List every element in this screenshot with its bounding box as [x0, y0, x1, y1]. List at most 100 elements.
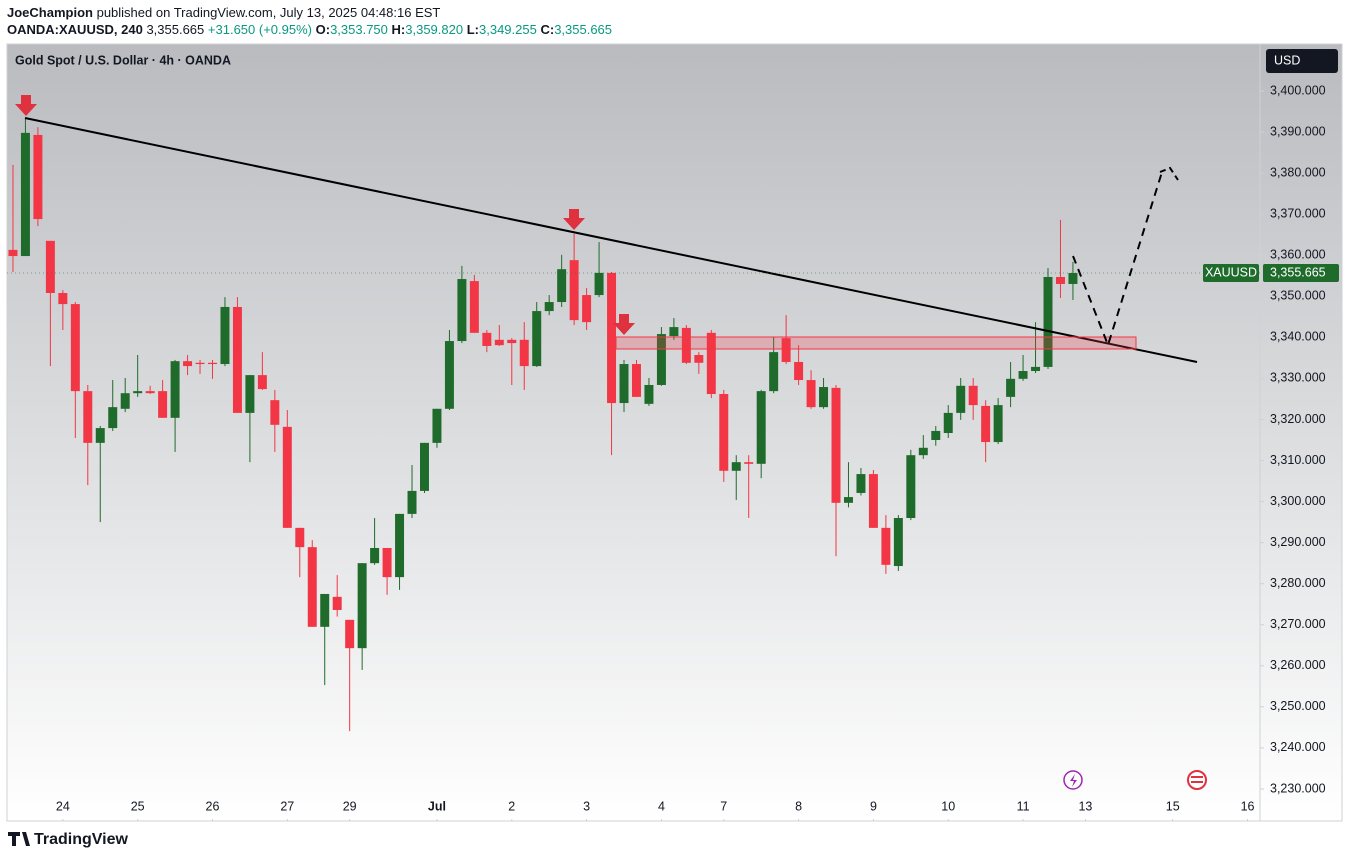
candle-body	[407, 490, 417, 514]
candle-body	[120, 393, 130, 409]
ohlc-label: L:	[466, 22, 479, 37]
candle-body	[893, 518, 903, 567]
y-tick-label: 3,360.000	[1270, 248, 1326, 262]
candle-body	[582, 295, 592, 323]
candle-body	[669, 327, 679, 337]
candle-body	[133, 391, 143, 394]
candle-body	[295, 527, 305, 548]
y-tick-label: 3,340.000	[1270, 330, 1326, 344]
arrow	[613, 314, 635, 335]
candle-body	[58, 293, 68, 305]
footer	[0, 826, 1349, 858]
candle-body	[968, 385, 978, 406]
symbol-label-box	[1203, 264, 1259, 283]
candle-body	[943, 412, 953, 434]
candle-body	[993, 405, 1003, 443]
candle-body	[444, 341, 454, 409]
arrow	[563, 209, 585, 230]
candle-body	[719, 394, 729, 471]
x-tick-label: 24	[56, 799, 70, 813]
candle-body	[420, 442, 429, 491]
flag-icon[interactable]	[1187, 770, 1207, 790]
x-tick-label: 2	[508, 799, 515, 813]
ohlc-value: 3,349.255	[479, 22, 537, 37]
candle-body	[931, 430, 941, 440]
candle-body	[145, 391, 155, 394]
candle-body	[270, 400, 280, 425]
currency-box	[1266, 49, 1338, 73]
candle-body	[1031, 366, 1041, 372]
ohlc-value: 3,353.750	[330, 22, 388, 37]
candle-body	[656, 334, 666, 385]
x-tick-label: 15	[1166, 799, 1180, 813]
y-tick-label: 3,240.000	[1270, 740, 1326, 754]
change: +31.650 (+0.95%)	[207, 22, 312, 37]
candle-body	[232, 306, 242, 413]
candle-body	[731, 462, 741, 471]
ohlc-label: C:	[540, 22, 555, 37]
candle-body	[457, 279, 467, 342]
y-tick-label: 3,250.000	[1270, 699, 1326, 713]
x-tick-label: 26	[206, 799, 220, 813]
candle-body	[806, 380, 816, 408]
publish-line: JoeChampion published on TradingView.com…	[7, 5, 440, 20]
y-tick-label: 3,390.000	[1270, 124, 1326, 138]
x-tick-label: 27	[280, 799, 294, 813]
candle-body	[557, 269, 567, 303]
candle-body	[1006, 378, 1016, 397]
event-icon[interactable]	[1063, 770, 1083, 790]
candle-body	[744, 462, 754, 464]
y-tick-label: 3,320.000	[1270, 412, 1326, 426]
x-tick-label: 11	[1017, 799, 1030, 813]
candle-body	[706, 332, 716, 395]
x-tick-label: 29	[343, 799, 357, 813]
candle-body	[1055, 276, 1065, 284]
currency: USD	[1274, 53, 1300, 67]
projection	[1072, 171, 1163, 349]
candle-body	[432, 408, 442, 443]
y-tick-label: 3,270.000	[1270, 617, 1326, 631]
candle-body	[345, 619, 355, 649]
y-tick-label: 3,350.000	[1270, 289, 1326, 303]
y-tick-label: 3,380.000	[1270, 165, 1326, 179]
flag-stripe	[1191, 781, 1203, 783]
candle-body	[532, 311, 542, 367]
candle-body	[20, 132, 30, 257]
candle-body	[1068, 273, 1078, 284]
candle-body	[681, 327, 691, 363]
y-tick-label: 3,300.000	[1270, 494, 1326, 508]
candle-body	[320, 593, 330, 627]
candle-body	[644, 384, 654, 404]
trendline	[24, 117, 1198, 363]
candle-body	[158, 391, 168, 418]
ohlc-label: H:	[391, 22, 406, 37]
candle-body	[956, 385, 966, 413]
candle-body	[395, 513, 405, 578]
candle-body	[918, 447, 928, 456]
candle-body	[856, 474, 866, 493]
x-tick-label: 3	[583, 799, 590, 813]
candle-body	[594, 272, 604, 296]
candle-body	[220, 306, 230, 365]
price: 3,355.665	[146, 22, 205, 37]
publish-info: published on TradingView.com, July 13, 2…	[96, 5, 441, 20]
candle-body	[245, 375, 255, 413]
candle-body	[544, 302, 554, 312]
candle-body	[170, 361, 180, 418]
candle-body	[8, 249, 18, 257]
candle-body	[519, 339, 529, 367]
y-tick-label: 3,400.000	[1270, 83, 1326, 97]
candle-body	[282, 426, 292, 528]
last-price-box	[1263, 264, 1339, 283]
candle-body	[1018, 371, 1028, 379]
y-tick-label: 3,370.000	[1270, 206, 1326, 220]
candle-body	[607, 272, 617, 404]
x-tick-label: 8	[795, 799, 802, 813]
event-icon-bolt	[1070, 774, 1077, 787]
ohlc-value: 3,359.820	[405, 22, 464, 37]
x-tick-label: 16	[1241, 799, 1255, 813]
candle-body	[831, 387, 841, 503]
candle-body	[756, 391, 766, 464]
zone	[615, 336, 1137, 350]
